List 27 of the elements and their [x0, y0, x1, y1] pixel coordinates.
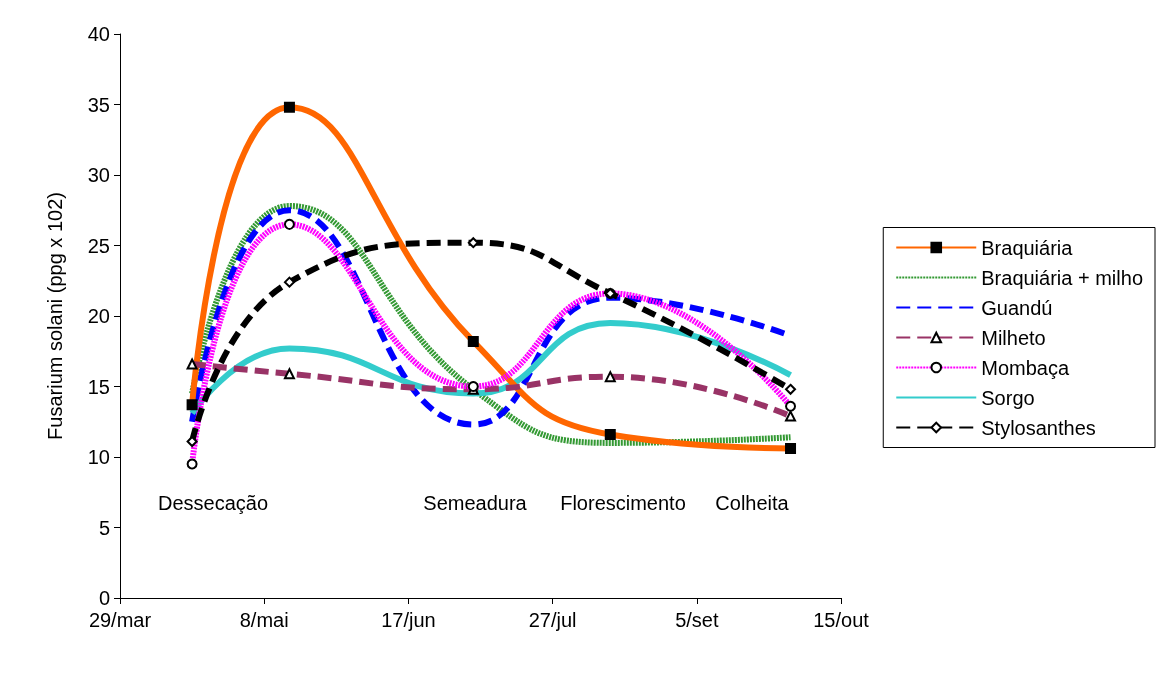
y-tick-label: 35 [87, 93, 110, 116]
y-tick-label: 10 [87, 446, 110, 468]
y-tick-label: 15 [87, 375, 110, 398]
annotation: Semeadura [423, 492, 528, 514]
y-tick-label: 20 [87, 305, 110, 327]
legend-label: Guandú [981, 296, 1053, 319]
legend-label: Sorgo [981, 386, 1035, 409]
x-tick-label: 27/jul [528, 609, 577, 631]
annotation: Florescimento [560, 492, 686, 514]
y-tick-label: 5 [98, 516, 110, 539]
y-tick-label: 40 [87, 23, 110, 45]
y-tick-label: 30 [87, 164, 110, 186]
legend-label: Braquiária [981, 236, 1074, 259]
legend-label: Mombaça [981, 356, 1070, 379]
y-tick-label: 25 [87, 234, 110, 257]
y-tick-label: 0 [98, 587, 110, 609]
legend-label: Stylosanthes [981, 416, 1096, 439]
x-tick-label: 17/jun [381, 609, 436, 631]
x-tick-label: 8/mai [239, 609, 289, 631]
x-tick-label: 29/mar [88, 609, 152, 631]
y-axis-title: Fusarium solani (ppg x 102) [44, 192, 66, 440]
annotation: Colheita [715, 492, 790, 514]
annotation: Dessecação [157, 492, 269, 514]
legend-label: Milheto [981, 326, 1046, 349]
x-tick-label: 15/out [813, 609, 870, 631]
x-tick-label: 5/set [675, 609, 719, 631]
legend-label: Braquiária + milho [981, 266, 1143, 289]
